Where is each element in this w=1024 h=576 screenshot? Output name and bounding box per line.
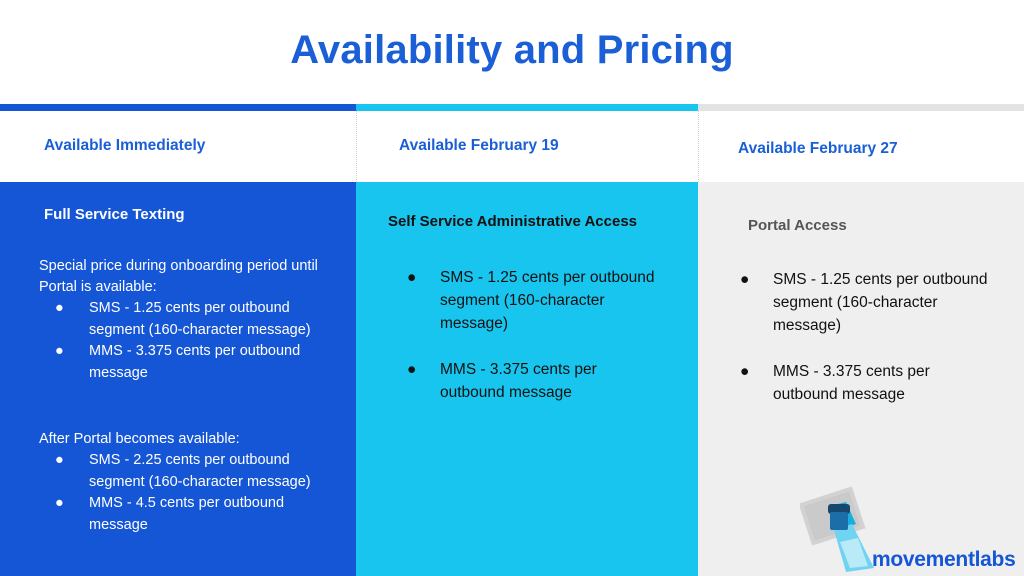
list-item: ● SMS - 1.25 cents per outbound segment …: [55, 298, 329, 341]
column-header: Available February 27: [698, 111, 1024, 182]
column-available-february-19: Available February 19 Self Service Admin…: [356, 104, 698, 576]
column-available-february-27: Available February 27 Portal Access ● SM…: [698, 104, 1024, 576]
list-item: ● SMS - 1.25 cents per outbound segment …: [740, 268, 998, 337]
logo-text: movementlabs: [872, 548, 1016, 571]
list-item-text: MMS - 4.5 cents per outbound message: [89, 495, 285, 533]
bullet-icon: ●: [55, 343, 64, 359]
pricing-list: ● SMS - 1.25 cents per outbound segment …: [407, 266, 660, 427]
column-divider: [356, 111, 357, 182]
column-top-bar: [356, 104, 698, 111]
pricing-list: ● SMS - 1.25 cents per outbound segment …: [55, 298, 329, 384]
list-item-text: MMS - 3.375 cents per outbound message: [440, 361, 597, 401]
column-subtitle: Self Service Administrative Access: [388, 213, 638, 230]
column-header-label: Available Immediately: [44, 137, 206, 154]
pricing-list: ● SMS - 2.25 cents per outbound segment …: [55, 450, 329, 536]
column-subtitle: Full Service Texting: [44, 206, 185, 223]
list-item-text: SMS - 1.25 cents per outbound segment (1…: [773, 271, 988, 334]
bullet-icon: ●: [740, 363, 750, 380]
list-item: ● SMS - 1.25 cents per outbound segment …: [407, 266, 660, 335]
column-top-bar: [698, 104, 1024, 111]
pricing-intro: Special price during onboarding period u…: [39, 258, 318, 295]
pricing-list: ● SMS - 1.25 cents per outbound segment …: [740, 268, 998, 429]
list-item-text: MMS - 3.375 cents per outbound message: [773, 363, 930, 403]
column-divider: [698, 111, 699, 182]
list-item: ● MMS - 4.5 cents per outbound message: [55, 493, 329, 536]
column-header-label: Available February 27: [738, 140, 898, 157]
pricing-intro: After Portal becomes available:: [39, 431, 240, 447]
bullet-icon: ●: [740, 271, 750, 288]
column-top-bar: [0, 104, 356, 111]
bullet-icon: ●: [55, 300, 64, 316]
bullet-icon: ●: [55, 495, 64, 511]
list-item-text: SMS - 1.25 cents per outbound segment (1…: [89, 300, 311, 338]
column-subtitle: Portal Access: [748, 217, 847, 234]
list-item-text: MMS - 3.375 cents per outbound message: [89, 343, 301, 381]
raised-fist-flag-icon: [800, 486, 874, 572]
column-header: Available Immediately: [0, 111, 356, 182]
column-body: Full Service Texting Special price durin…: [0, 182, 356, 576]
bullet-icon: ●: [55, 452, 64, 468]
bullet-icon: ●: [407, 361, 417, 378]
column-available-immediately: Available Immediately Full Service Texti…: [0, 104, 356, 576]
list-item: ● MMS - 3.375 cents per outbound message: [740, 360, 998, 406]
column-header-label: Available February 19: [399, 137, 559, 154]
column-header: Available February 19: [356, 111, 698, 182]
column-body: Self Service Administrative Access ● SMS…: [356, 182, 698, 576]
list-item-text: SMS - 1.25 cents per outbound segment (1…: [440, 269, 655, 332]
movementlabs-logo: movementlabs: [800, 486, 1024, 576]
page-title: Availability and Pricing: [290, 28, 734, 72]
list-item: ● SMS - 2.25 cents per outbound segment …: [55, 450, 329, 493]
list-item: ● MMS - 3.375 cents per outbound message: [55, 341, 329, 384]
list-item: ● MMS - 3.375 cents per outbound message: [407, 358, 660, 404]
list-item-text: SMS - 2.25 cents per outbound segment (1…: [89, 452, 311, 490]
column-body: Portal Access ● SMS - 1.25 cents per out…: [698, 182, 1024, 576]
bullet-icon: ●: [407, 269, 417, 286]
